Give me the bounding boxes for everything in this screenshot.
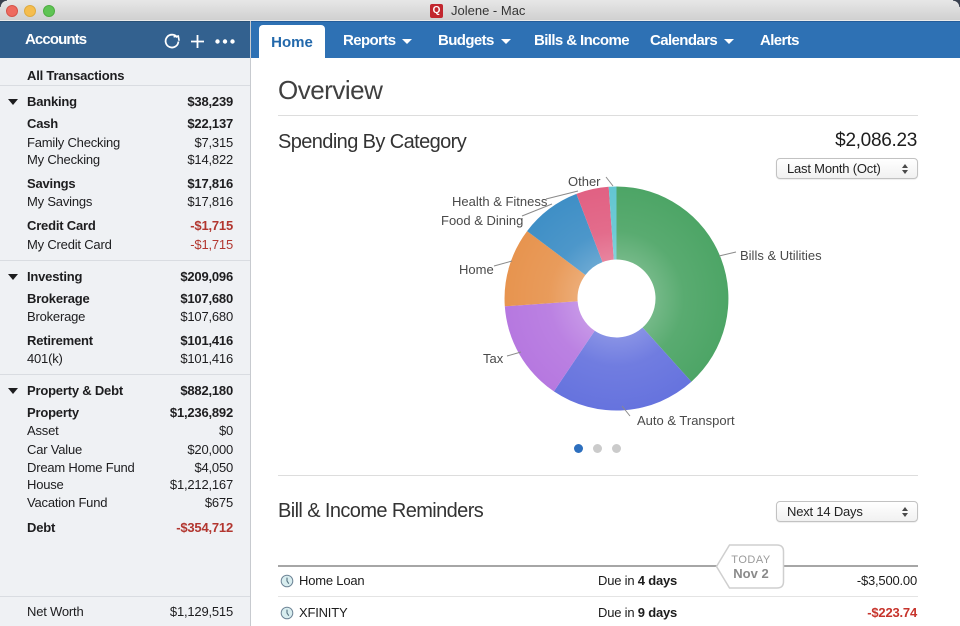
- svg-text:Nov 2: Nov 2: [733, 566, 768, 581]
- svg-text:TODAY: TODAY: [731, 554, 771, 566]
